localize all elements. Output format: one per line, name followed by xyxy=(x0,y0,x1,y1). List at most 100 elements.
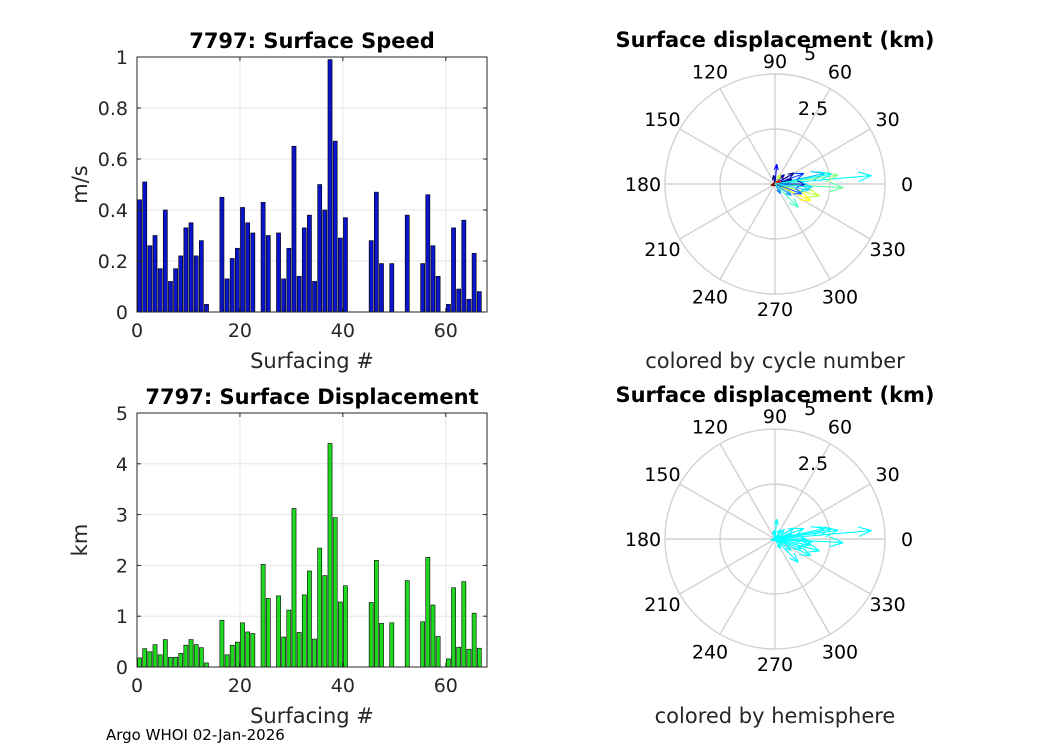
arrow-head xyxy=(796,538,806,543)
arrow-head xyxy=(807,542,820,552)
bar xyxy=(471,612,477,668)
displacement-arrow xyxy=(774,538,812,557)
arrow-head xyxy=(773,519,778,525)
bar xyxy=(476,647,482,668)
bar xyxy=(229,644,235,668)
arrow-head xyxy=(776,519,779,526)
arrow-head xyxy=(799,554,811,557)
polar-angle-label: 150 xyxy=(644,464,680,486)
polar-angle-label: 180 xyxy=(625,529,661,551)
polar-angle-label: 180 xyxy=(625,174,661,196)
arrow-head xyxy=(794,187,803,195)
bar xyxy=(301,227,307,313)
bar xyxy=(296,632,302,668)
arrow-shaft xyxy=(774,183,799,208)
chart-title: 7797: Surface Displacement xyxy=(145,385,478,409)
axes-box xyxy=(136,412,488,668)
displacement-arrow xyxy=(774,183,812,202)
arrow-head xyxy=(801,537,813,543)
bar xyxy=(240,207,245,313)
polar-angle-label: 270 xyxy=(757,299,793,321)
bar xyxy=(389,622,395,668)
arrow-head xyxy=(789,527,795,534)
polar-angle-label: 120 xyxy=(692,61,728,83)
bar xyxy=(162,639,168,668)
polar-angle-label: 210 xyxy=(644,239,680,261)
arrow-head xyxy=(807,187,820,197)
bar xyxy=(425,194,431,313)
chart-title: 7797: Surface Speed xyxy=(189,29,435,53)
displacement-arrow xyxy=(774,538,792,551)
bar xyxy=(420,621,426,668)
arrow-head xyxy=(794,542,803,550)
bar xyxy=(204,662,209,668)
arrow-head xyxy=(810,170,825,175)
bar xyxy=(312,638,317,668)
polar-angle-label: 90 xyxy=(763,406,787,428)
polar-radius-label: 5 xyxy=(804,43,816,65)
bar xyxy=(265,235,271,313)
polar-angle-label: 210 xyxy=(644,594,680,616)
arrow-head xyxy=(793,198,799,208)
bar xyxy=(281,278,287,313)
x-tick-label: 0 xyxy=(131,320,143,342)
bar xyxy=(368,240,374,313)
bar xyxy=(240,622,245,668)
bar xyxy=(379,263,384,313)
polar-angle-label: 300 xyxy=(822,287,858,309)
bar xyxy=(276,595,281,668)
arrow-shaft xyxy=(774,174,781,185)
y-tick-label: 0.6 xyxy=(98,149,128,171)
displacement-arrow xyxy=(774,538,799,563)
arrow-head xyxy=(770,536,776,541)
bar xyxy=(219,196,225,313)
bar xyxy=(198,647,204,668)
bar xyxy=(183,227,189,313)
arrow-head xyxy=(799,189,810,193)
bar xyxy=(276,232,281,313)
x-axis-label: Surfacing # xyxy=(250,349,374,373)
displacement-arrow xyxy=(773,519,779,540)
x-tick-label: 0 xyxy=(131,675,143,697)
arrow-head xyxy=(787,190,792,196)
arrow-head xyxy=(805,550,820,553)
bar xyxy=(224,654,230,668)
bar xyxy=(286,609,292,668)
bar xyxy=(296,275,302,313)
arrow-head xyxy=(787,527,795,530)
bar xyxy=(327,443,333,668)
bar xyxy=(193,644,199,668)
arrow-shaft xyxy=(774,530,872,540)
arrow-head xyxy=(773,164,778,170)
displacement-arrow xyxy=(774,171,872,185)
arrow-shaft xyxy=(774,519,778,540)
bar xyxy=(337,237,343,313)
polar-angle-label: 300 xyxy=(822,642,858,664)
bar xyxy=(373,191,379,313)
arrow-head xyxy=(785,193,792,196)
bar xyxy=(317,184,323,313)
bar xyxy=(198,240,204,313)
bar xyxy=(137,657,142,668)
y-tick-label: 1 xyxy=(116,606,128,628)
polar-chart-3: 0 30 60 90 120 150 180 210 240 270 300 330 2.5 5Surfa… xyxy=(615,383,934,728)
arrow-head xyxy=(772,175,777,180)
bar xyxy=(379,623,384,668)
arrow-head xyxy=(825,529,839,538)
bar xyxy=(476,291,482,313)
polar-angle-label: 60 xyxy=(828,61,852,83)
bar xyxy=(224,278,230,313)
arrow-shaft xyxy=(774,175,872,185)
arrow-shaft xyxy=(774,164,778,185)
arrow-shaft xyxy=(774,183,803,195)
polar-angle-label: 330 xyxy=(869,239,905,261)
bar xyxy=(337,601,343,668)
bar xyxy=(435,636,441,668)
arrow-shaft xyxy=(774,538,803,550)
arrow-head xyxy=(818,528,832,537)
arrow-head xyxy=(812,173,825,182)
y-tick-label: 0.8 xyxy=(98,98,128,120)
bar xyxy=(332,140,338,313)
x-tick-label: 20 xyxy=(228,675,252,697)
